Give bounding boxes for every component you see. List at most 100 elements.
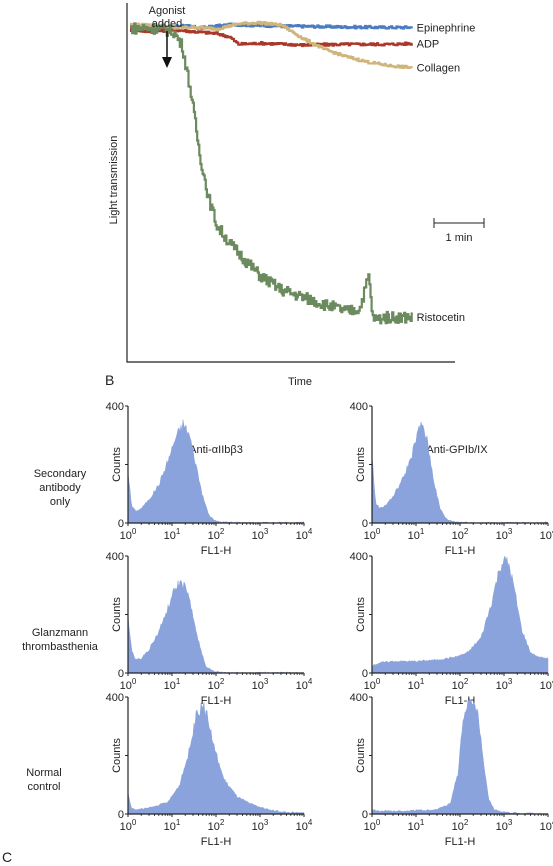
y-tick-label: 0 xyxy=(118,518,124,530)
x-tick-label: 103 xyxy=(252,677,269,692)
y-tick-label: 400 xyxy=(106,401,124,413)
histograms: 0 400 Counts 100 101 102 103 104 FL1-H 0 400 Counts… xyxy=(106,401,553,848)
y-tick-label: 400 xyxy=(106,692,124,704)
x-tick-label: 103 xyxy=(496,818,513,833)
row-label-line: control xyxy=(27,781,60,793)
y-tick-label: 400 xyxy=(350,551,368,563)
x-tick-label: 100 xyxy=(120,818,137,833)
column-title-gpib: Anti-GPIb/IX xyxy=(426,444,488,456)
x-tick-label: 101 xyxy=(164,818,181,833)
series-label-adp: ADP xyxy=(417,39,440,51)
x-tick-label: 103 xyxy=(252,818,269,833)
x-tick-label: 101 xyxy=(408,818,425,833)
y-tick-label: 400 xyxy=(350,692,368,704)
series-label-collagen: Collagen xyxy=(417,63,460,75)
agonist-annotation-line1: Agonist xyxy=(149,5,186,17)
histogram-area xyxy=(127,580,305,674)
x-tick-label: 100 xyxy=(364,818,381,833)
histogram-area xyxy=(371,699,549,815)
y-tick-label: 0 xyxy=(118,809,124,821)
x-tick-label: 101 xyxy=(408,677,425,692)
row-label-normal: Normal control xyxy=(26,767,61,793)
histogram-area xyxy=(371,421,549,524)
series-line-adp xyxy=(130,27,413,48)
histogram-area xyxy=(127,419,305,524)
y-axis-label: Light transmission xyxy=(108,136,120,225)
x-tick-label: 101 xyxy=(408,527,425,542)
y-tick-label: 0 xyxy=(118,668,124,680)
x-tick-label: 101 xyxy=(164,527,181,542)
x-tick-label: 104 xyxy=(540,818,553,833)
y-axis-label: Counts xyxy=(355,597,367,632)
x-tick-label: 103 xyxy=(496,677,513,692)
x-tick-label: 104 xyxy=(296,527,313,542)
x-tick-label: 100 xyxy=(120,527,137,542)
histogram-r2-c0: 0 400 Counts 100 101 102 103 104 FL1-H xyxy=(106,692,313,848)
column-title-allb3: Anti-αIIbβ3 xyxy=(189,444,243,456)
x-axis-label: Time xyxy=(288,376,312,388)
series-label-epinephrine: Epinephrine xyxy=(417,22,476,34)
row-label-line: thrombasthenia xyxy=(22,641,99,653)
aggregation-chart: Epinephrine ADP Collagen Ristocetin Agonist… xyxy=(105,3,485,388)
x-tick-label: 102 xyxy=(208,818,225,833)
y-axis-label: Counts xyxy=(355,738,367,773)
x-axis-label: FL1-H xyxy=(201,695,232,707)
x-tick-label: 104 xyxy=(296,818,313,833)
x-tick-label: 104 xyxy=(540,677,553,692)
y-tick-label: 400 xyxy=(106,551,124,563)
x-tick-label: 100 xyxy=(364,677,381,692)
flow-cytometry-panel: Anti-αIIbβ3 Anti-GPIb/IX Secondary antib… xyxy=(2,401,553,865)
row-label-line: antibody xyxy=(39,482,81,494)
row-label-glanzmann: Glanzmann thrombasthenia xyxy=(22,627,99,653)
scale-bar xyxy=(433,218,485,228)
x-axis-label: FL1-H xyxy=(201,836,232,848)
y-tick-label: 0 xyxy=(362,809,368,821)
x-tick-label: 100 xyxy=(364,527,381,542)
row-label-line: Glanzmann xyxy=(32,627,88,639)
series-line-epinephrine xyxy=(130,22,413,31)
x-tick-label: 100 xyxy=(120,677,137,692)
agonist-annotation-line2: added xyxy=(152,18,183,30)
panel-b-letter: B xyxy=(105,372,114,388)
y-axis-label: Counts xyxy=(111,597,123,632)
x-tick-label: 102 xyxy=(452,527,469,542)
row-label-line: Normal xyxy=(26,767,61,779)
row-label-secondary: Secondary antibody only xyxy=(34,468,87,508)
x-tick-label: 103 xyxy=(252,527,269,542)
histogram-r0-c0: 0 400 Counts 100 101 102 103 104 FL1-H xyxy=(106,401,313,557)
y-axis-label: Counts xyxy=(111,447,123,482)
histogram-r1-c0: 0 400 Counts 100 101 102 103 104 FL1-H xyxy=(106,551,313,707)
y-axis-label: Counts xyxy=(111,738,123,773)
x-axis-label: FL1-H xyxy=(445,836,476,848)
aggregation-series xyxy=(130,20,413,325)
x-axis-label: FL1-H xyxy=(445,545,476,557)
series-line-ristocetin xyxy=(130,22,413,325)
y-tick-label: 0 xyxy=(362,668,368,680)
y-tick-label: 400 xyxy=(350,401,368,413)
histogram-area xyxy=(127,702,305,815)
panel-c-letter: C xyxy=(2,849,12,865)
aggregation-axes xyxy=(126,3,455,363)
histogram-area xyxy=(371,555,549,674)
agonist-arrow xyxy=(162,31,172,68)
series-label-ristocetin: Ristocetin xyxy=(417,312,465,324)
x-tick-label: 103 xyxy=(496,527,513,542)
x-tick-label: 104 xyxy=(296,677,313,692)
x-tick-label: 102 xyxy=(208,677,225,692)
row-label-line: Secondary xyxy=(34,468,87,480)
series-line-collagen xyxy=(130,20,413,69)
x-tick-label: 104 xyxy=(540,527,553,542)
x-tick-label: 102 xyxy=(208,527,225,542)
aggregation-series-labels: Epinephrine ADP Collagen Ristocetin xyxy=(417,22,476,324)
row-label-line: only xyxy=(50,496,71,508)
scale-bar-label: 1 min xyxy=(446,232,473,244)
y-axis-label: Counts xyxy=(355,447,367,482)
x-tick-label: 102 xyxy=(452,818,469,833)
x-tick-label: 101 xyxy=(164,677,181,692)
histogram-r0-c1: 0 400 Counts 100 101 102 103 104 FL1-H xyxy=(350,401,553,557)
x-axis-label: FL1-H xyxy=(201,545,232,557)
y-tick-label: 0 xyxy=(362,518,368,530)
x-tick-label: 102 xyxy=(452,677,469,692)
